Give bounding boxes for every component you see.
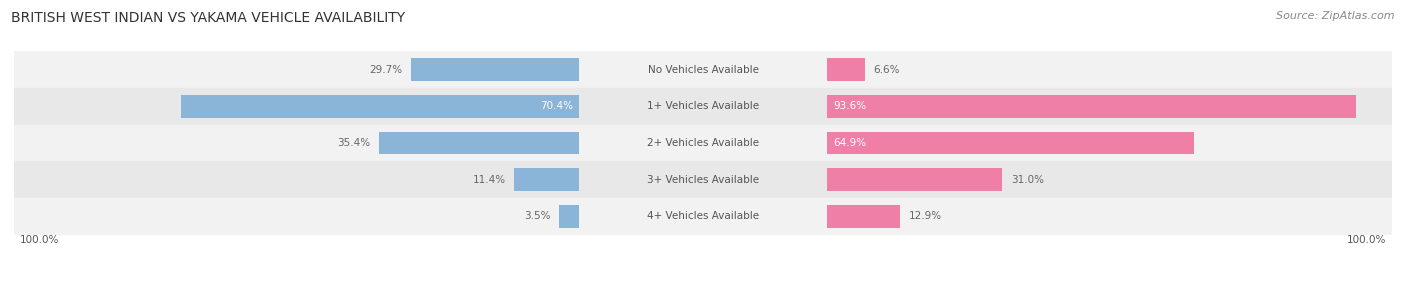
Text: 4+ Vehicles Available: 4+ Vehicles Available: [647, 211, 759, 221]
Bar: [181, 95, 579, 118]
Bar: [827, 58, 865, 81]
Text: 100.0%: 100.0%: [20, 235, 59, 245]
Text: 29.7%: 29.7%: [370, 65, 402, 75]
Text: 2+ Vehicles Available: 2+ Vehicles Available: [647, 138, 759, 148]
Text: 12.9%: 12.9%: [908, 211, 942, 221]
Text: 1+ Vehicles Available: 1+ Vehicles Available: [647, 102, 759, 111]
Bar: [378, 132, 579, 154]
Bar: [14, 51, 1392, 88]
Text: 3.5%: 3.5%: [524, 211, 551, 221]
Bar: [560, 205, 579, 228]
Bar: [515, 168, 579, 191]
Text: No Vehicles Available: No Vehicles Available: [648, 65, 758, 75]
Bar: [827, 132, 1194, 154]
Text: 93.6%: 93.6%: [832, 102, 866, 111]
Text: 31.0%: 31.0%: [1011, 175, 1043, 184]
Bar: [827, 95, 1355, 118]
Text: 3+ Vehicles Available: 3+ Vehicles Available: [647, 175, 759, 184]
Text: 35.4%: 35.4%: [337, 138, 370, 148]
Bar: [14, 161, 1392, 198]
Text: 11.4%: 11.4%: [472, 175, 506, 184]
Text: 6.6%: 6.6%: [873, 65, 900, 75]
Bar: [827, 205, 900, 228]
Bar: [827, 168, 1002, 191]
Bar: [14, 198, 1392, 235]
Bar: [411, 58, 579, 81]
Text: BRITISH WEST INDIAN VS YAKAMA VEHICLE AVAILABILITY: BRITISH WEST INDIAN VS YAKAMA VEHICLE AV…: [11, 11, 405, 25]
Text: Source: ZipAtlas.com: Source: ZipAtlas.com: [1277, 11, 1395, 21]
Bar: [14, 125, 1392, 161]
Text: 64.9%: 64.9%: [832, 138, 866, 148]
Text: 100.0%: 100.0%: [1347, 235, 1386, 245]
Bar: [14, 88, 1392, 125]
Text: 70.4%: 70.4%: [540, 102, 574, 111]
